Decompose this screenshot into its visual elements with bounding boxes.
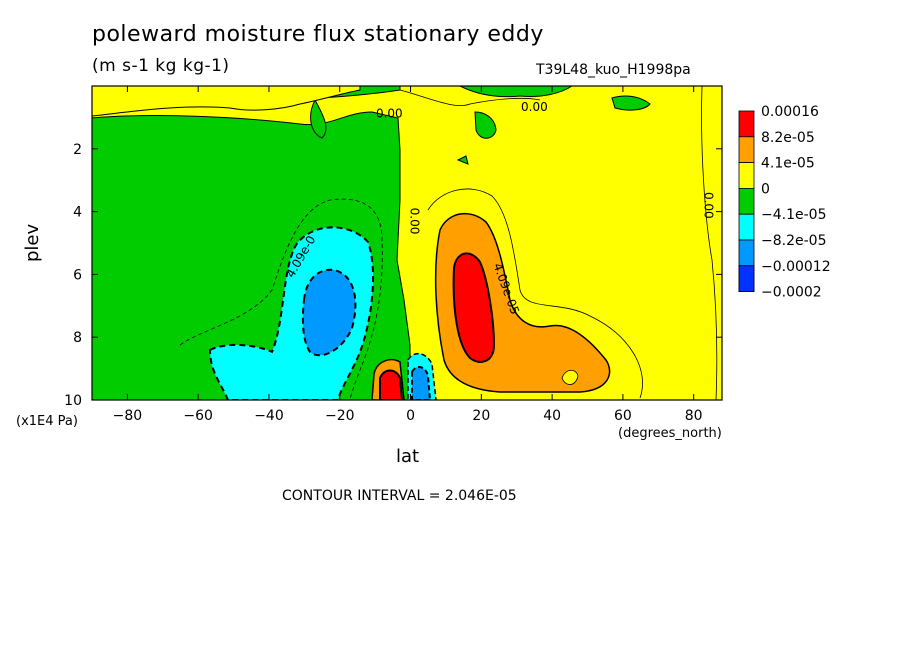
legend-label: 0 (761, 181, 770, 197)
y-tick-label: 10 (64, 393, 82, 409)
legend-swatch (738, 187, 755, 215)
legend-label: −4.1e-05 (761, 207, 826, 223)
legend-swatch (738, 213, 755, 241)
legend-swatch (738, 239, 755, 267)
contour-interval: CONTOUR INTERVAL = 2.046E-05 (282, 488, 517, 504)
contour-label: 0.00 (521, 100, 548, 114)
contour-small-orange (561, 369, 579, 385)
y-tick-label: 6 (73, 267, 82, 283)
contour-zero-right (701, 86, 718, 400)
legend-swatch (738, 136, 755, 164)
x-tick-label: 60 (614, 408, 632, 424)
legend-label: −0.0002 (761, 285, 822, 301)
x-tick-label: 20 (472, 408, 490, 424)
contour-label: 0.00 (376, 106, 403, 120)
y-tick-label: 4 (73, 205, 82, 221)
x-tick-label: 80 (685, 408, 703, 424)
axis-ticks: −80 −60 −40 −20 0 20 40 60 80 2 4 6 8 10 (64, 86, 722, 424)
legend-label: 8.2e-05 (761, 130, 815, 146)
fill-dipole-red (379, 369, 404, 400)
contour-fills (92, 86, 722, 400)
fill-green-speck (456, 155, 469, 165)
x-tick-label: 40 (543, 408, 561, 424)
x-tick-label: −80 (113, 408, 143, 424)
fill-green-top-4 (611, 95, 651, 111)
x-tick-label: −60 (183, 408, 213, 424)
chart-title: poleward moisture flux stationary eddy (92, 22, 544, 47)
run-id: T39L48_kuo_H1998pa (536, 62, 691, 78)
fill-green-top-5 (310, 98, 327, 139)
contour-pos-thin (427, 188, 643, 399)
legend-swatch (738, 110, 755, 138)
legend-label: −0.00012 (761, 259, 831, 275)
contour-zero-north (399, 89, 541, 106)
contour-label: 0.00 (408, 208, 422, 235)
contour-label: 0.00 (701, 192, 715, 219)
fill-red (452, 252, 496, 363)
y-tick-label: 8 (73, 330, 82, 346)
x-axis-units: (degrees_north) (618, 426, 722, 441)
contour-neg-thin (179, 198, 383, 400)
fill-yellow-island (92, 86, 361, 117)
x-tick-label: −40 (254, 408, 284, 424)
fill-green-top-2 (459, 86, 573, 98)
legend-label: 0.00016 (761, 104, 819, 120)
y-tick-label: 2 (73, 142, 82, 158)
chart-units: (m s-1 kg kg-1) (92, 56, 230, 76)
plot-frame (91, 85, 723, 401)
fill-lightblue (301, 268, 357, 357)
x-axis-label: lat (396, 446, 420, 467)
legend-label: −8.2e-05 (761, 233, 826, 249)
y-axis-units: (x1E4 Pa) (16, 414, 78, 429)
legend-swatch-last (738, 265, 755, 292)
x-tick-label: 0 (406, 408, 415, 424)
x-tick-label: −20 (325, 408, 355, 424)
color-legend: 0.00016 8.2e-05 4.1e-05 0 −4.1e-05 −8.2e-05 −0… (738, 104, 831, 301)
fill-green-top-3 (474, 111, 497, 139)
legend-label: 4.1e-05 (761, 156, 815, 172)
fill-dipole-blue (411, 366, 432, 400)
legend-swatch (738, 162, 755, 189)
